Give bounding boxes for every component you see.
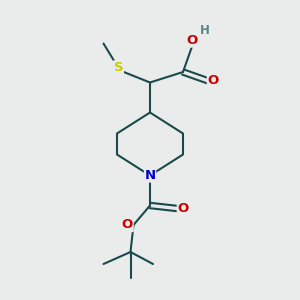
Text: O: O: [122, 218, 133, 232]
Text: O: O: [207, 74, 219, 88]
Text: H: H: [200, 24, 209, 38]
Text: O: O: [177, 202, 189, 215]
Text: O: O: [186, 34, 198, 47]
Text: S: S: [114, 61, 123, 74]
Text: N: N: [144, 169, 156, 182]
